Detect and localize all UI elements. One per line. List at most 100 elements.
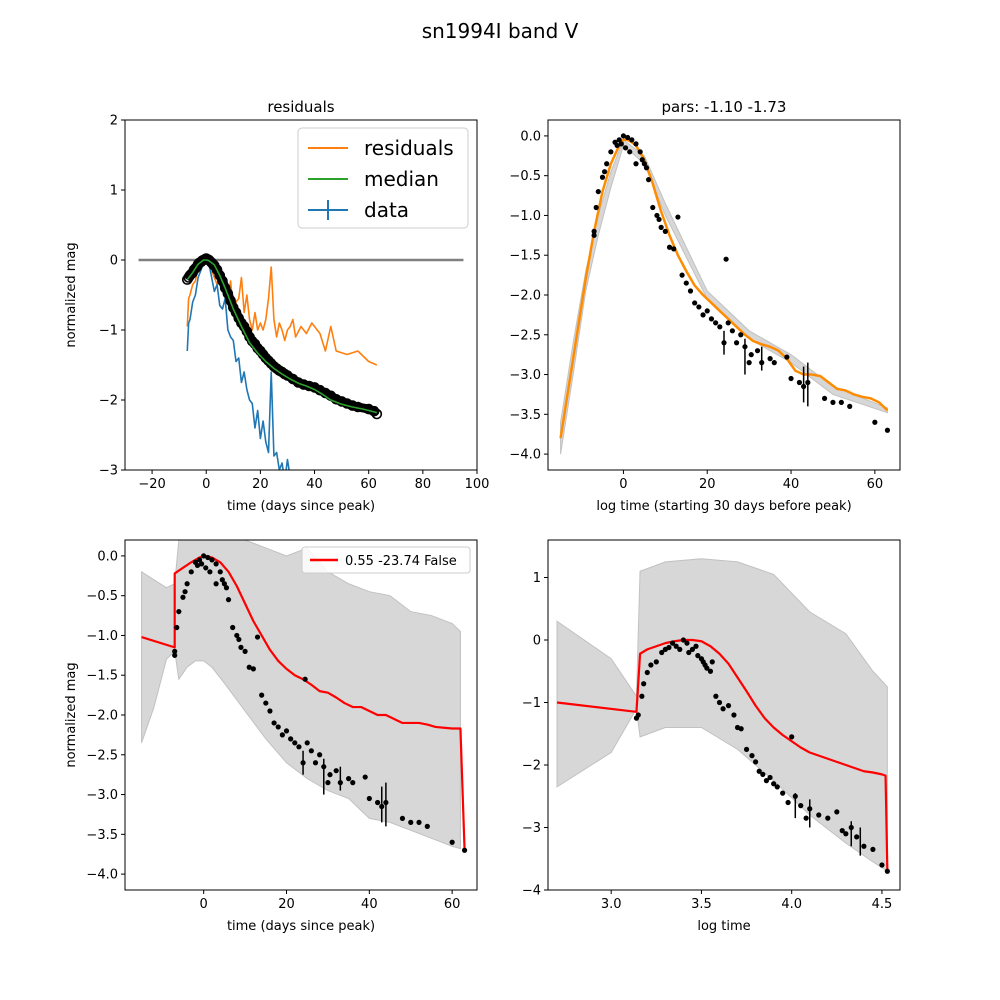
data-point — [275, 724, 281, 730]
data-point — [742, 344, 748, 350]
data-point — [184, 581, 190, 587]
data-point — [662, 228, 668, 234]
x-tick-label: 3.5 — [691, 897, 712, 912]
data-point — [684, 640, 690, 646]
data-point — [194, 562, 201, 569]
data-point — [645, 177, 652, 183]
legend-label: residuals — [364, 136, 454, 160]
data-point — [336, 396, 347, 407]
y-tick-label: −0.5 — [509, 169, 541, 184]
y-tick-label: −4.0 — [86, 868, 118, 883]
data-point — [211, 264, 223, 276]
data-point — [713, 320, 719, 326]
data-point — [648, 662, 654, 668]
data-point — [172, 652, 178, 658]
data-point — [721, 340, 727, 346]
x-axis-label: time (days since peak) — [227, 919, 375, 934]
data-point — [639, 693, 645, 699]
data-point — [700, 312, 706, 318]
x-tick-label: 40 — [783, 477, 800, 492]
axes-frame — [547, 119, 901, 471]
data-point — [292, 377, 304, 388]
data-point — [754, 348, 761, 354]
data-point — [214, 270, 226, 281]
y-tick-label: 0 — [533, 634, 541, 649]
data-point — [366, 795, 372, 802]
data-point — [308, 748, 314, 754]
y-tick-label: −0.5 — [86, 589, 118, 604]
x-tick-label: 20 — [252, 477, 269, 492]
data-point — [263, 700, 269, 706]
data-point — [302, 676, 308, 682]
y-tick-label: −3.0 — [86, 788, 118, 803]
data-point — [276, 366, 288, 378]
data-point — [627, 149, 633, 155]
data-point — [217, 569, 223, 575]
x-tick-label: 3.0 — [601, 897, 622, 912]
data-point — [591, 232, 597, 238]
data-point — [659, 649, 665, 656]
data-point — [219, 577, 225, 583]
data-point — [748, 352, 754, 358]
data-point — [416, 819, 422, 825]
legend-box — [297, 127, 469, 229]
x-tick-label: 0 — [200, 897, 208, 912]
data-point — [230, 307, 242, 318]
y-tick-label: −3.5 — [86, 828, 118, 843]
data-point — [749, 753, 755, 759]
data-point — [704, 665, 710, 671]
data-point — [337, 780, 343, 786]
y-tick-label: −1 — [522, 696, 541, 711]
x-tick-label: 0 — [619, 477, 627, 492]
y-tick-label: −3.5 — [509, 408, 541, 423]
data-point — [785, 799, 791, 806]
x-tick-label: 40 — [361, 897, 378, 912]
axes-frame — [547, 539, 901, 891]
x-tick-label: 60 — [867, 477, 884, 492]
data-point — [176, 608, 182, 615]
data-point — [174, 624, 180, 631]
y-tick-label: 1 — [110, 184, 118, 199]
y-tick-label: −3 — [522, 821, 541, 836]
median-line-overlay — [186, 259, 378, 414]
data-point — [223, 585, 230, 591]
data-point — [704, 308, 710, 314]
legend: 0.55 -23.74 False — [301, 546, 471, 574]
data-point — [848, 824, 854, 831]
data-point — [246, 664, 252, 670]
data-point — [601, 169, 608, 175]
data-point — [807, 806, 813, 812]
data-point — [346, 776, 352, 782]
y-axis-label: normalized mag — [64, 242, 79, 347]
plot-area — [556, 558, 890, 874]
data-point — [743, 746, 750, 752]
data-point — [725, 703, 732, 709]
data-point — [614, 142, 620, 149]
y-tick-label: −4.0 — [509, 448, 541, 463]
data-point — [279, 732, 285, 738]
data-point — [199, 561, 205, 567]
data-point — [298, 379, 310, 390]
data-point — [666, 244, 673, 250]
data-point — [639, 157, 645, 163]
data-point — [709, 659, 715, 665]
panel-title: pars: -1.10 -1.73 — [662, 98, 787, 116]
data-point — [219, 282, 231, 294]
y-tick-label: −1.0 — [86, 629, 118, 644]
y-tick-label: 2 — [110, 114, 118, 129]
data-point — [780, 790, 786, 796]
data-point — [725, 320, 731, 326]
data-point — [644, 669, 650, 676]
data-point — [633, 141, 639, 147]
data-point — [643, 165, 650, 171]
y-tick-label: 0.0 — [520, 129, 541, 144]
data-point — [839, 828, 845, 834]
data-point — [616, 137, 622, 143]
x-tick-label: 60 — [360, 477, 377, 492]
data-point — [784, 354, 790, 360]
data-point — [677, 646, 683, 652]
legend-box — [301, 546, 471, 574]
data-point — [884, 868, 890, 874]
series-data-line — [186, 259, 290, 470]
x-tick-label: 40 — [306, 477, 323, 492]
